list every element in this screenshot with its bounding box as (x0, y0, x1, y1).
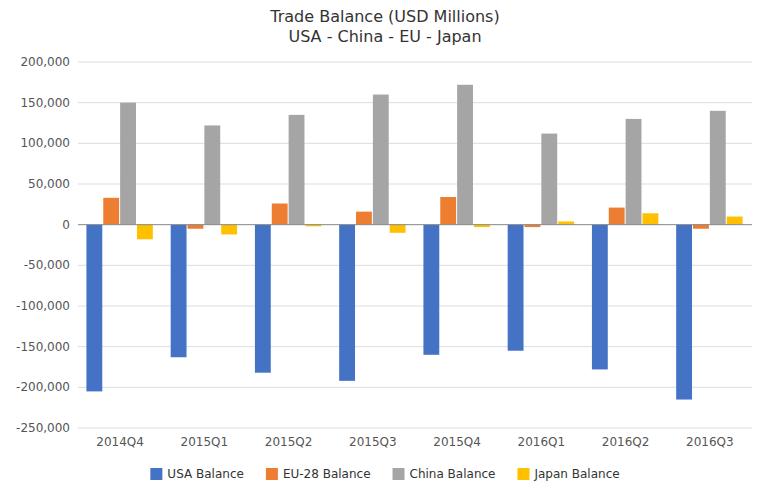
y-tick-label: -200,000 (16, 380, 70, 394)
x-tick-label: 2015Q2 (265, 435, 313, 449)
grid-line (78, 102, 752, 103)
legend-swatch (266, 468, 278, 480)
bar (693, 225, 709, 229)
bar (137, 225, 153, 240)
x-tick-label: 2015Q3 (349, 435, 397, 449)
y-tick-label: 50,000 (28, 177, 70, 191)
grid-line (78, 184, 752, 185)
bar (339, 225, 355, 381)
grid (78, 62, 752, 428)
legend-label: China Balance (410, 467, 496, 481)
bar (221, 225, 237, 235)
legend-item: China Balance (393, 467, 496, 481)
bar (592, 225, 608, 370)
y-tick-label: 200,000 (20, 55, 70, 69)
bar (255, 225, 271, 373)
legend-swatch (150, 468, 162, 480)
bar (120, 103, 136, 225)
y-ticks: -250,000 -200,000 -150,000 -100,000 -50,000 0… (16, 55, 70, 435)
chart-container: Trade Balance (USD Millions)USA - China … (0, 0, 770, 503)
y-tick-label: 150,000 (20, 96, 70, 110)
series (86, 225, 692, 400)
bar (642, 213, 658, 224)
subtitle: USA - China - EU - Japan (288, 27, 481, 46)
legend-swatch (393, 468, 405, 480)
x-tick-label: 2015Q4 (433, 435, 481, 449)
y-tick-label: 100,000 (20, 136, 70, 150)
x-tick-label: 2015Q1 (181, 435, 229, 449)
bar (676, 225, 692, 400)
bar (289, 115, 305, 225)
y-tick-label: -100,000 (16, 299, 70, 313)
legend-label: USA Balance (167, 467, 244, 481)
legend-label: Japan Balance (533, 467, 619, 481)
bar (457, 85, 473, 225)
y-tick-label: -250,000 (16, 421, 70, 435)
bar (609, 208, 625, 225)
bar (204, 125, 220, 224)
bar (423, 225, 439, 355)
bar (356, 212, 372, 225)
series (120, 85, 726, 225)
x-tick-label: 2014Q4 (96, 435, 144, 449)
bar (188, 225, 204, 229)
bar (440, 197, 456, 225)
legend-item: EU-28 Balance (266, 467, 371, 481)
grid-line (78, 143, 752, 144)
series (103, 197, 709, 229)
y-tick-label: -50,000 (24, 258, 70, 272)
x-tick-label: 2016Q3 (686, 435, 734, 449)
y-tick-label: -150,000 (16, 340, 70, 354)
grid-line (78, 387, 752, 388)
bar (626, 119, 642, 225)
legend-swatch (517, 468, 529, 480)
zero-line (78, 224, 752, 225)
bar (103, 198, 119, 225)
legend-label: EU-28 Balance (283, 467, 371, 481)
bar (86, 225, 102, 392)
bar (373, 95, 389, 225)
legend: USA Balance EU-28 Balance China Balance Jap… (150, 467, 619, 481)
title: Trade Balance (USD Millions) (269, 7, 499, 26)
bar (710, 111, 726, 225)
legend-item: Japan Balance (517, 467, 619, 481)
x-ticks: 2014Q4 2015Q1 2015Q2 2015Q3 2015Q4 2016Q1 2016… (96, 435, 733, 449)
chart-svg: Trade Balance (USD Millions)USA - China … (0, 0, 770, 503)
grid-line (78, 428, 752, 429)
bar (508, 225, 524, 351)
legend-item: USA Balance (150, 467, 244, 481)
bar (171, 225, 187, 358)
bar (272, 204, 288, 225)
bar (390, 225, 406, 233)
x-tick-label: 2016Q1 (518, 435, 566, 449)
grid-line (78, 62, 752, 63)
x-tick-label: 2016Q2 (602, 435, 650, 449)
series (137, 213, 743, 239)
bars (86, 85, 742, 400)
bar (727, 217, 743, 225)
bar (541, 134, 557, 225)
y-tick-label: 0 (62, 218, 70, 232)
